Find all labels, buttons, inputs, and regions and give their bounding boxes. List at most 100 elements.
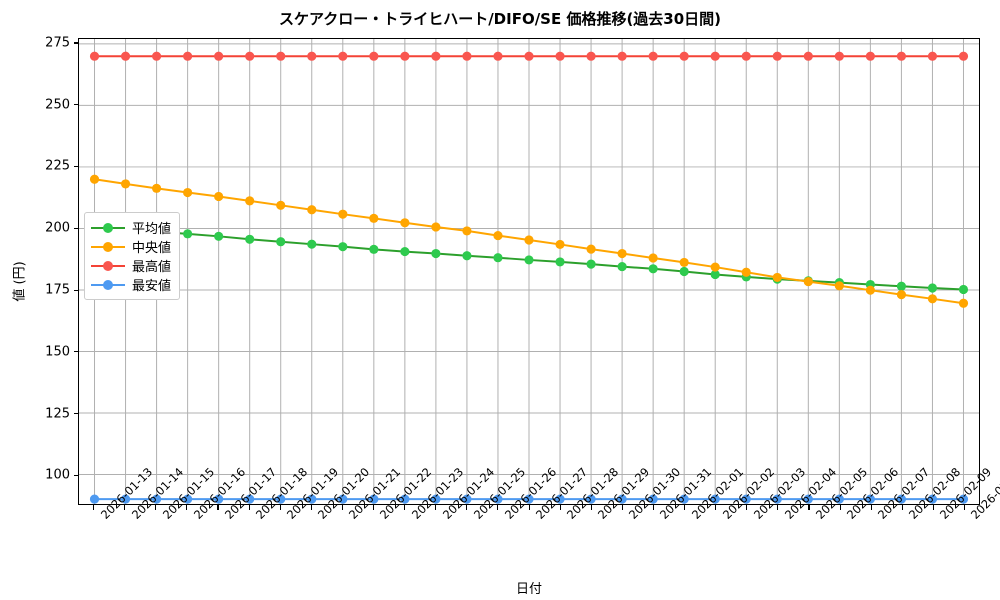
data-point [276,237,286,247]
x-axis-tick-mark [310,505,312,510]
data-point [369,494,379,504]
legend-item-1[interactable]: 平均値 [91,218,171,237]
data-point [431,494,441,504]
data-point [772,51,782,61]
x-axis-tick-mark [435,505,437,510]
x-axis-tick-mark [217,505,219,510]
data-point [679,266,689,277]
data-point [183,229,193,239]
x-axis-tick-mark [715,505,717,510]
data-point [307,205,317,215]
data-point [369,244,379,254]
data-point [369,51,379,61]
data-point [307,494,317,504]
legend-item-4[interactable]: 最安値 [91,275,171,294]
x-axis-tick-label: 2026-01-29 [595,465,652,522]
x-axis-tick-label: 2026-01-23 [409,465,466,522]
data-point [400,246,410,257]
y-axis-tick-mark [73,42,78,44]
data-point [648,494,658,504]
x-axis-tick-mark [404,505,406,510]
data-point [524,255,534,265]
x-axis-tick-label: 2026-01-20 [315,465,372,522]
series-4 [89,494,969,504]
x-axis-tick-label: 2026-01-13 [98,465,155,522]
y-axis-tick-labels: 100 125 150 175 200 225 250 275 [22,35,70,505]
data-point [338,51,348,61]
y-axis-tick-label: 200 [45,220,70,236]
x-axis-tick-label: 2026-01-26 [502,465,559,522]
x-axis-tick-label: 2026-01-14 [129,465,186,522]
x-axis-tick-mark [932,505,934,510]
data-point [493,494,503,504]
legend-marker-icon [91,221,125,235]
x-axis-tick-mark [777,505,779,510]
plot-area [78,38,980,505]
data-point [710,269,720,280]
data-point [369,213,379,223]
data-point [120,494,131,504]
y-axis-tick-mark [73,104,78,106]
x-axis-tick-mark [372,505,375,510]
data-point [307,239,317,249]
x-axis-tick-mark [652,505,654,510]
data-point [462,251,472,261]
data-point [555,51,565,61]
data-point [648,264,658,274]
y-axis-tick-mark [73,413,78,415]
data-point [555,257,565,267]
data-point [679,51,689,61]
data-point [245,494,255,504]
x-axis-tick-label: 2026-01-17 [222,465,279,522]
x-axis-tick-label: 2026-01-16 [191,465,248,522]
x-axis-tick-mark [870,505,872,510]
x-axis-tick-mark [528,505,530,510]
data-point [89,51,100,61]
legend-item-2[interactable]: 中央値 [91,237,171,256]
x-axis-tick-label: 2026-02-04 [782,465,839,522]
data-point [183,187,193,198]
x-axis-tick-mark [590,505,592,510]
x-axis-tick-label: 2026-01-21 [346,465,403,522]
x-axis-tick-label: 2026-02-02 [720,465,777,522]
x-axis-tick-mark [839,505,841,510]
data-point [151,183,162,193]
data-point [245,234,255,244]
chart-legend: 平均値 中央値 最高値 最安値 [84,212,181,300]
data-point [307,51,317,61]
data-point [462,51,472,61]
data-point [214,191,224,202]
y-axis-tick-label: 225 [45,158,70,174]
x-axis-tick-mark [497,505,499,510]
x-axis-tick-mark [901,505,903,510]
data-point [896,281,907,291]
data-point [89,174,100,184]
x-axis-tick-label: 2026-01-28 [564,465,621,522]
x-axis-tick-mark [248,505,250,510]
x-axis-tick-label: 2026-01-25 [471,465,528,522]
data-point [679,257,689,267]
x-axis-tick-label: 2026-01-22 [377,465,434,522]
data-point [834,281,844,291]
data-point [338,242,348,252]
x-axis-tick-label: 2026-02-06 [844,465,901,522]
data-series-layer [89,51,969,504]
data-point [896,290,907,300]
data-point [834,51,844,61]
data-point [214,51,224,61]
x-axis-tick-mark [466,505,468,510]
x-axis-tick-mark [279,505,281,510]
data-point [524,51,534,61]
series-2 [89,174,969,308]
data-point [493,253,503,263]
legend-item-3[interactable]: 最高値 [91,256,171,275]
data-point [586,244,596,254]
data-point [431,248,441,259]
data-point [865,494,875,504]
data-point [462,226,472,236]
data-point [183,494,193,504]
y-axis-tick-label: 150 [45,344,70,360]
y-axis-tick-mark [73,165,78,168]
data-point [214,494,224,504]
legend-marker-icon [91,278,125,292]
